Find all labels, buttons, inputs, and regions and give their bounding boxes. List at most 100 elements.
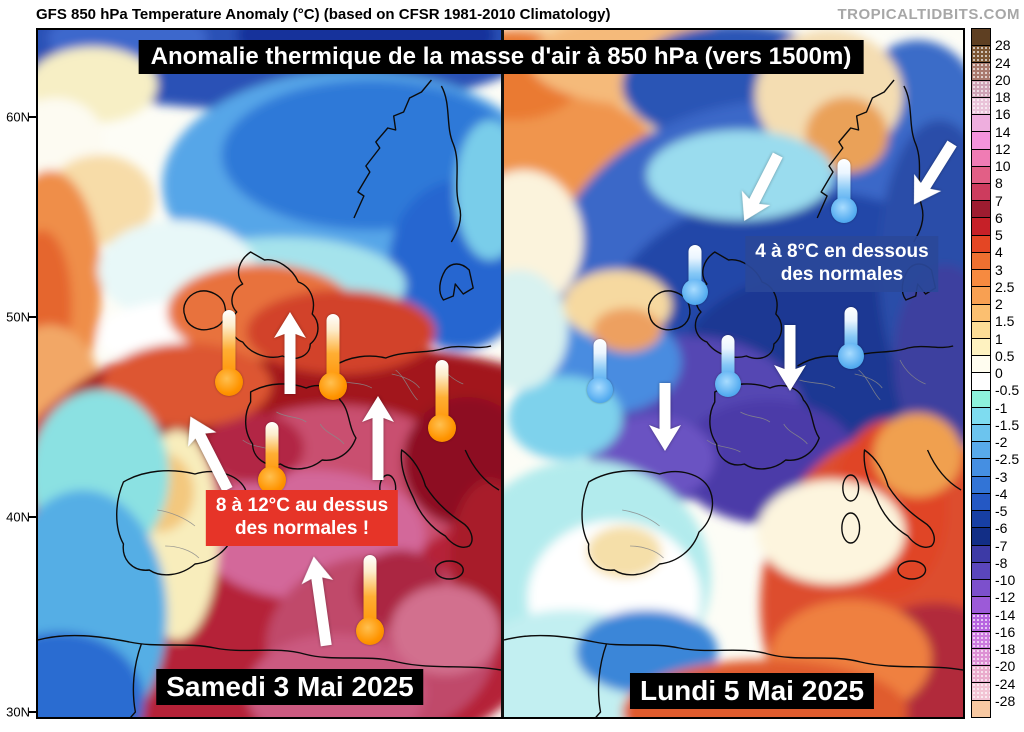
white-arrow-icon [773,325,807,391]
lat-tick-label: 40N [0,510,30,525]
colorbar-tick-label: -3 [995,469,1007,485]
colorbar-cell [972,45,990,62]
cold-thermometer-icon [829,159,859,223]
colorbar-cell [972,510,990,527]
thermometer-bulb [319,372,347,400]
lat-tick-mark [29,116,36,118]
colorbar-tick-label: -20 [995,658,1015,674]
colorbar-tick-label: 0 [995,365,1003,381]
colorbar-tick-label: 7 [995,193,1003,209]
map-panel-saturday: 8 à 12°C au dessus des normales ! Samedi… [38,30,501,717]
colorbar-tick-label: -0.5 [995,382,1019,398]
colorbar-cell [972,407,990,424]
colorbar-tick-label: 16 [995,106,1011,122]
white-arrow-icon [361,396,395,480]
colorbar-cell [972,700,990,717]
colorbar-tick-label: 6 [995,210,1003,226]
colorbar-cell [972,579,990,596]
colorbar-cell [972,613,990,630]
weather-anomaly-graphic: GFS 850 hPa Temperature Anomaly (°C) (ba… [0,0,1024,732]
colorbar-cell [972,424,990,441]
colorbar-cell [972,286,990,303]
colorbar-cell [972,62,990,79]
thermometer-bulb [356,617,384,645]
warm-thermometer-icon [355,555,385,645]
colorbar-cell [972,166,990,183]
colorbar-tick-label: -6 [995,520,1007,536]
colorbar-cell [972,476,990,493]
colorbar-cell [972,631,990,648]
colorbar-cell [972,648,990,665]
warm-callout-line1: 8 à 12°C au dessus [216,495,388,518]
colorbar-cell [972,527,990,544]
colorbar-cell [972,200,990,217]
colorbar-cell [972,80,990,97]
colorbar-tick-label: -2 [995,434,1007,450]
colorbar-cell [972,114,990,131]
thermometer-bulb [428,414,456,442]
colorbar-tick-label: -8 [995,555,1007,571]
colorbar-cell [972,338,990,355]
lat-tick-label: 30N [0,705,30,720]
white-arrow-icon [648,383,682,451]
colorbar-tick-label: 28 [995,37,1011,53]
colorbar-cell [972,372,990,389]
colorbar-cell [972,131,990,148]
cold-thermometer-icon [585,339,615,403]
colorbar-cell [972,304,990,321]
colorbar-tick-label: -2.5 [995,451,1019,467]
lat-tick-mark [29,711,36,713]
header-bar: GFS 850 hPa Temperature Anomaly (°C) (ba… [0,0,1024,28]
warm-anomaly-callout: 8 à 12°C au dessus des normales ! [206,490,398,546]
colorbar-tick-label: -4 [995,486,1007,502]
map-title-banner: Anomalie thermique de la masse d'air à 8… [139,40,864,74]
thermometer-bulb [215,368,243,396]
colorbar-tick-label: 5 [995,227,1003,243]
colorbar-cell [972,29,990,45]
map-frame: 8 à 12°C au dessus des normales ! Samedi… [36,28,965,719]
date-label-monday: Lundi 5 Mai 2025 [630,673,874,709]
colorbar-tick-label: -1.5 [995,417,1019,433]
date-label-saturday: Samedi 3 Mai 2025 [156,669,423,705]
colorbar-tick-label: 2.5 [995,279,1014,295]
white-arrow-icon [273,312,307,394]
colorbar-cell [972,269,990,286]
thermometer-bulb [587,377,613,403]
warm-thermometer-icon [214,310,244,396]
thermometer-bulb [682,279,708,305]
warm-callout-line2: des normales ! [216,518,388,541]
arrow-glyph [648,383,682,451]
colorbar-tick-label: -28 [995,693,1015,709]
colorbar-tick-label: -1 [995,400,1007,416]
colorbar-tick-label: 4 [995,244,1003,260]
colorbar-cell [972,441,990,458]
arrow-glyph [273,312,307,394]
colorbar-cell [972,390,990,407]
colorbar-cell [972,97,990,114]
colorbar-tick-label: -7 [995,538,1007,554]
colorbar-tick-label: 3 [995,262,1003,278]
thermometer-bulb [838,343,864,369]
colorbar-tick-label: 12 [995,141,1011,157]
cold-callout-line1: 4 à 8°C en dessous [755,241,928,264]
colorbar-cell [972,562,990,579]
colorbar [971,28,991,718]
lat-tick-mark [29,316,36,318]
colorbar-cell [972,217,990,234]
arrow-glyph [773,325,807,391]
colorbar-cell [972,355,990,372]
colorbar-cell [972,252,990,269]
colorbar-tick-label: -18 [995,641,1015,657]
colorbar-cell [972,149,990,166]
colorbar-tick-label: -5 [995,503,1007,519]
warm-thermometer-icon [427,360,457,442]
colorbar-tick-label: 18 [995,89,1011,105]
colorbar-tick-label: -16 [995,624,1015,640]
colorbar-cell [972,493,990,510]
colorbar-cell [972,545,990,562]
warm-thermometer-icon [318,314,348,400]
colorbar-tick-label: 1 [995,331,1003,347]
colorbar-tick-label: 2 [995,296,1003,312]
colorbar-tick-label: 1.5 [995,313,1014,329]
colorbar-cell [972,682,990,699]
